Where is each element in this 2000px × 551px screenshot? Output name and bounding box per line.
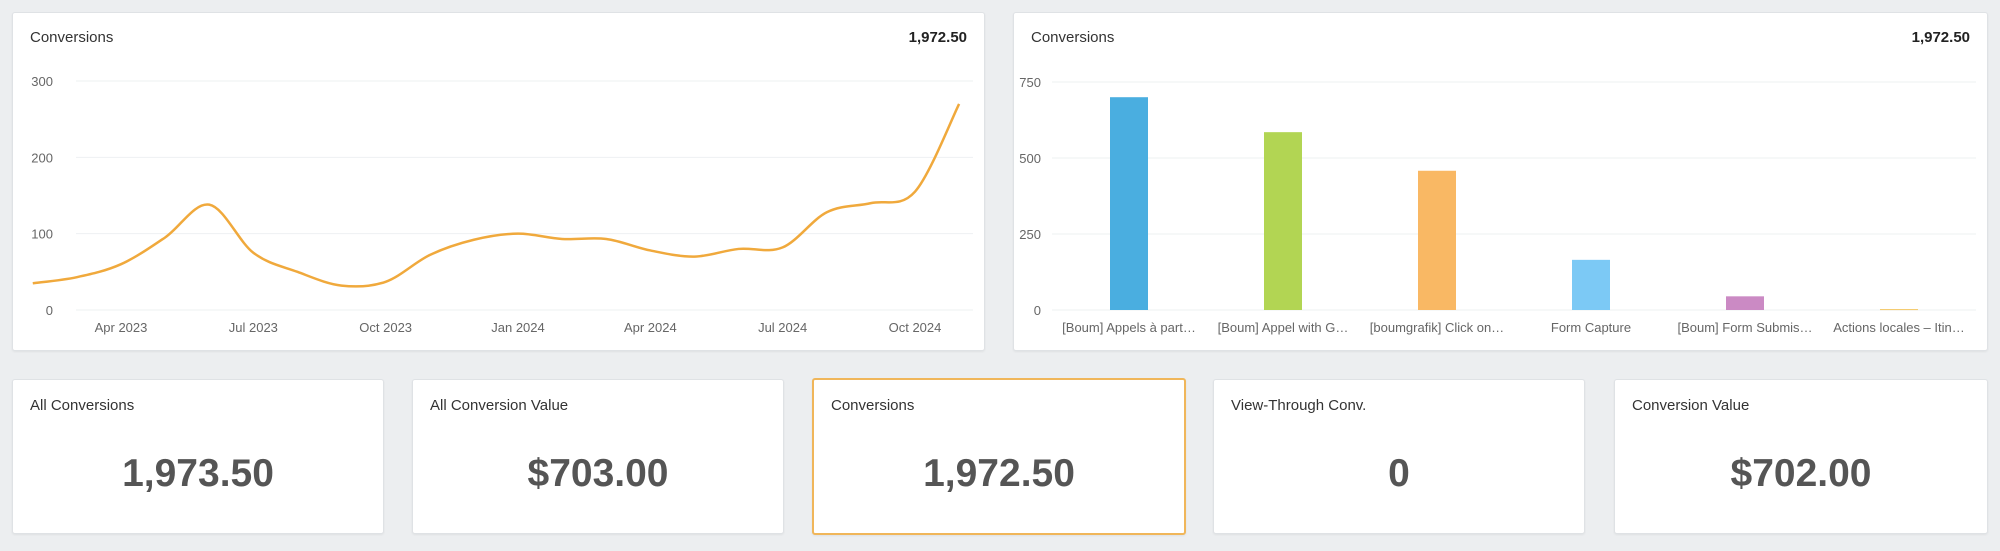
line-chart-total: 1,972.50 (908, 29, 967, 46)
line-chart: 0 100 200 300 Apr 2023 Jul 2023 Oct 2023 Jan 20… (31, 74, 973, 335)
bar-chart-title: Conversions (1031, 29, 1115, 46)
bar-chart: 0 250 500 750 [Boum] Appels à part… [Boum] Ap… (1019, 75, 1976, 335)
x-tick-label: Oct 2023 (359, 320, 412, 335)
bar-chart-card: Conversions 1,972.50 0 250 500 750 [Boum] Ap… (1013, 12, 1988, 351)
x-tick-label: Jul 2023 (229, 320, 278, 335)
y-tick-label: 750 (1019, 75, 1041, 90)
line-chart-card: Conversions 1,972.50 0 100 200 300 Apr 2023 J… (12, 12, 985, 351)
kpi-title: Conversion Value (1632, 397, 1750, 414)
bar (1418, 170, 1456, 310)
y-tick-label: 250 (1019, 227, 1041, 242)
y-tick-label: 0 (46, 303, 53, 318)
bar (1726, 296, 1764, 310)
x-tick-label: [Boum] Form Submis… (1677, 320, 1812, 335)
kpi-title: All Conversions (30, 397, 135, 414)
x-tick-label: Apr 2023 (95, 320, 148, 335)
x-tick-label: Jul 2024 (758, 320, 807, 335)
x-tick-label: Oct 2024 (889, 320, 942, 335)
kpi-card-all-conversion-value[interactable]: All Conversion Value $703.00 (412, 379, 784, 534)
kpi-card-view-through-conv[interactable]: View-Through Conv. 0 (1213, 379, 1585, 534)
x-tick-label: [boumgrafik] Click on… (1370, 320, 1504, 335)
bar-chart-total: 1,972.50 (1911, 29, 1970, 46)
kpi-card-all-conversions[interactable]: All Conversions 1,973.50 (12, 379, 384, 534)
x-tick-label: Jan 2024 (491, 320, 545, 335)
kpi-value: 1,973.50 (122, 452, 274, 495)
kpi-card-conversions[interactable]: Conversions 1,972.50 (812, 378, 1186, 535)
y-tick-label: 300 (31, 74, 53, 89)
kpi-title: View-Through Conv. (1231, 397, 1367, 414)
kpi-value: $702.00 (1730, 452, 1872, 495)
kpi-card-conversion-value[interactable]: Conversion Value $702.00 (1614, 379, 1988, 534)
x-tick-label: [Boum] Appels à part… (1062, 320, 1196, 335)
bar (1880, 309, 1918, 311)
x-tick-label: Form Capture (1551, 320, 1631, 335)
bar (1110, 97, 1148, 310)
kpi-title: All Conversion Value (430, 397, 569, 414)
kpi-value: 1,972.50 (923, 452, 1075, 495)
conversions-line (32, 103, 961, 288)
y-tick-label: 100 (31, 227, 53, 242)
y-tick-label: 200 (31, 150, 53, 165)
y-tick-label: 0 (1034, 303, 1041, 318)
y-tick-label: 500 (1019, 151, 1041, 166)
kpi-value: 0 (1388, 452, 1410, 495)
bar (1572, 259, 1610, 310)
x-tick-label: [Boum] Appel with G… (1218, 320, 1349, 335)
line-chart-title: Conversions (30, 29, 114, 46)
x-tick-label: Apr 2024 (624, 320, 677, 335)
bar (1264, 132, 1302, 310)
x-tick-label: Actions locales – Itin… (1833, 320, 1965, 335)
kpi-title: Conversions (831, 397, 915, 414)
kpi-value: $703.00 (527, 452, 669, 495)
